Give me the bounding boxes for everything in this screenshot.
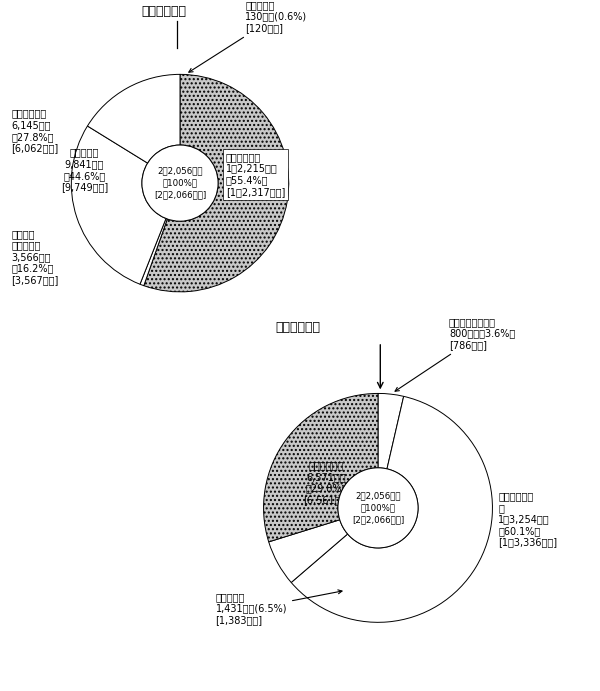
- Text: 授業料及
入学検定料
3,566億円
（16.2%）
[3,567億円]: 授業料及 入学検定料 3,566億円 （16.2%） [3,567億円]: [11, 229, 59, 285]
- Text: 特別教育研究経費
800億円（3.6%）
[786億円]: 特別教育研究経費 800億円（3.6%） [786億円]: [395, 316, 515, 391]
- Text: 教育研究経費
等
1兆3,254億円
（60.1%）
[1兆3,336億円]: 教育研究経費 等 1兆3,254億円 （60.1%） [1兆3,336億円]: [498, 491, 557, 547]
- Text: 2兆2,056億円
（100%）
[2兆2,066億円]: 2兆2,056億円 （100%） [2兆2,066億円]: [154, 167, 206, 200]
- Wedge shape: [291, 397, 493, 623]
- Text: ［支　　出］: ［支 出］: [275, 321, 320, 334]
- Text: 2兆2,056億円
（100%）
[2兆2,066億円]: 2兆2,056億円 （100%） [2兆2,066億円]: [352, 491, 404, 524]
- Wedge shape: [263, 393, 378, 542]
- Wedge shape: [88, 75, 180, 163]
- Wedge shape: [378, 393, 404, 469]
- Wedge shape: [144, 75, 289, 292]
- Circle shape: [338, 468, 418, 548]
- Text: 運営費交付金
1兆2,215億円
（55.4%）
[1兆2,317億円]: 運営費交付金 1兆2,215億円 （55.4%） [1兆2,317億円]: [226, 152, 285, 197]
- Text: 自己収入等
9,841億円
（44.6%）
[9,749億円]: 自己収入等 9,841億円 （44.6%） [9,749億円]: [61, 148, 108, 193]
- Text: 病院関係経費
6,571億円
（29.8%）
[6,561億円]: 病院関係経費 6,571億円 （29.8%） [6,561億円]: [303, 460, 350, 505]
- Text: 雑　収　入
130億円(0.6%)
[120億円]: 雑 収 入 130億円(0.6%) [120億円]: [189, 0, 307, 72]
- Wedge shape: [71, 126, 166, 284]
- Wedge shape: [140, 218, 167, 285]
- Text: 退職手当等
1,431億円(6.5%)
[1,383億円]: 退職手当等 1,431億円(6.5%) [1,383億円]: [215, 590, 342, 625]
- Circle shape: [142, 145, 218, 221]
- Wedge shape: [269, 520, 347, 583]
- Text: ［収　　入］: ［収 入］: [141, 5, 186, 18]
- Text: 附属病院収入
6,145億円
（27.8%）
[6,062億円]: 附属病院収入 6,145億円 （27.8%） [6,062億円]: [11, 108, 59, 153]
